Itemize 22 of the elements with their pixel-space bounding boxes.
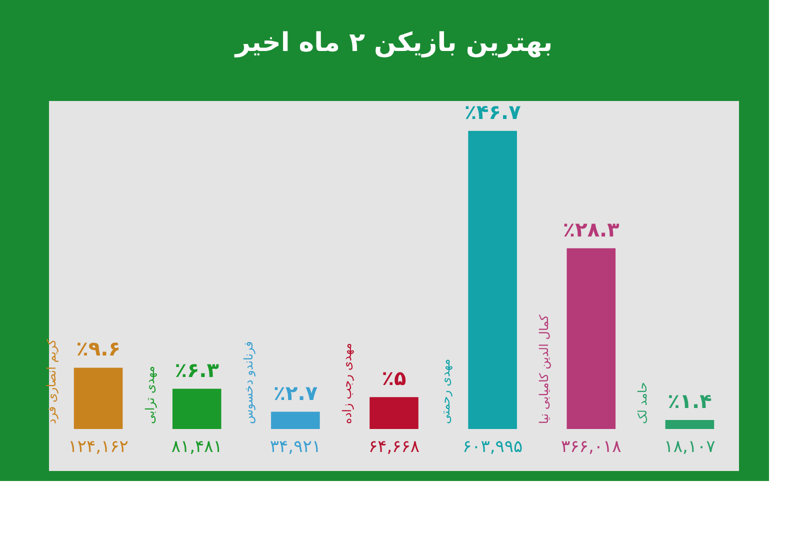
data-label: ٪۵ (382, 366, 406, 390)
chart-title: بهترین بازیکن ۲ ماه اخیر (233, 28, 553, 58)
text: ۳۶۶,۰۱۸ (561, 437, 622, 457)
x-tick-label: کریم انصاری فرد (44, 338, 58, 424)
x-tick-label: کمال الدین کامیابی نیا (537, 314, 552, 424)
x-tick-label: مهدی رجب زاده (340, 342, 354, 424)
text: ۸۱,۴۸۱ (171, 437, 222, 457)
x-tick-label: مهدی ترابی (142, 366, 157, 424)
data-label: ٪۲۸.۳ (562, 217, 620, 242)
text: ۶۰۳,۹۹۵ (462, 437, 523, 457)
data-label: ٪۴۶.۷ (464, 100, 521, 124)
x-tick-label: حامد لک (636, 382, 650, 424)
data-label: ٪۹.۶ (76, 336, 120, 361)
x-tick-label: مهدی رحمتی (438, 358, 453, 424)
text: ۳۴,۹۲۱ (270, 437, 321, 457)
data-label: ٪۱.۴ (668, 389, 712, 414)
text: ۱۸,۱۰۷ (664, 437, 716, 457)
data-label: ٪۶.۳ (174, 358, 219, 382)
text: ۶۴,۶۶۸ (368, 437, 420, 457)
x-tick-label: فرناندو دخسوس (241, 341, 256, 424)
text: ۱۲۴,۱۶۲ (68, 437, 128, 457)
data-label: ٪۲.۷ (273, 380, 318, 405)
